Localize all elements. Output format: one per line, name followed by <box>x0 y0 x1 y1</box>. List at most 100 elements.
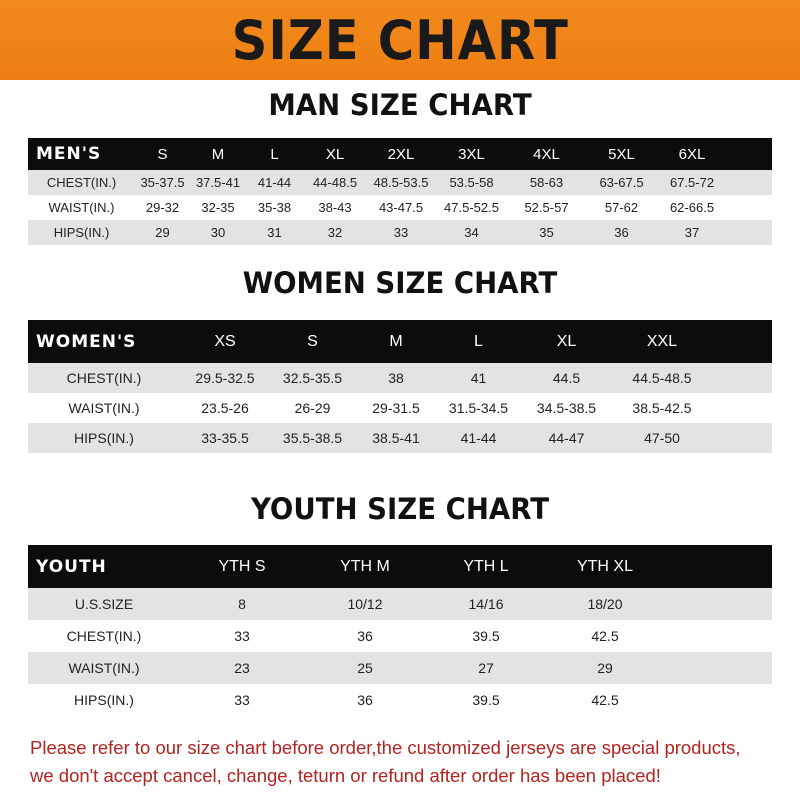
cell: YTH XL <box>576 557 633 575</box>
cell: 31.5-34.5 <box>448 400 509 416</box>
cell: M <box>389 332 403 350</box>
row-label: MEN'S <box>36 144 102 164</box>
cell: M <box>211 145 225 163</box>
cell: 53.5-58 <box>449 175 494 190</box>
cell: 35.5-38.5 <box>282 430 343 446</box>
cell: 38.5-41 <box>372 430 420 446</box>
cell: 57-62 <box>604 200 639 215</box>
row-label: HIPS(IN.) <box>74 430 134 446</box>
cell: 33-35.5 <box>201 430 249 446</box>
cell: YTH L <box>463 557 509 575</box>
cell: 63-67.5 <box>599 175 644 190</box>
cell: 48.5-53.5 <box>373 175 429 190</box>
cell: 23 <box>234 660 250 676</box>
cell: 29-31.5 <box>372 400 420 416</box>
cell: 39.5 <box>472 692 500 708</box>
women-size-table: WOMEN'S XS S M L XL XXL CHEST(IN.) 29.5-32.5 32.5… <box>28 320 772 453</box>
row-label: WAIST(IN.) <box>68 660 140 676</box>
header-row: YOUTH YTH S YTH M YTH L YTH XL <box>28 545 772 588</box>
cell: L <box>474 332 483 350</box>
cell: 38 <box>388 370 404 386</box>
cell: 62-66.5 <box>669 200 715 215</box>
table-row: WAIST(IN.) 23.5-26 26-29 29-31.5 31.5-34.5 34… <box>28 393 772 423</box>
cell: 32 <box>327 225 343 240</box>
header-row: MEN'S S M L XL 2XL 3XL 4XL 5XL 6XL <box>28 138 772 170</box>
cell: 41-44 <box>460 430 497 446</box>
cell: 38.5-42.5 <box>632 400 692 416</box>
cell: 35 <box>539 225 554 240</box>
cell: 44-47 <box>548 430 585 446</box>
cell: 30 <box>210 225 226 240</box>
cell: 44.5 <box>552 370 581 386</box>
cell: 31 <box>267 225 282 240</box>
table-row: WAIST(IN.) 29-32 32-35 35-38 38-43 43-47.5 47.… <box>28 195 772 220</box>
cell: 14/16 <box>468 596 504 612</box>
cell: 18/20 <box>587 596 623 612</box>
table-row: HIPS(IN.) 29 30 31 32 33 34 35 36 37 <box>28 220 772 245</box>
header-row: WOMEN'S XS S M L XL XXL <box>28 320 772 363</box>
cell: 34.5-38.5 <box>536 400 597 416</box>
cell: YTH S <box>218 557 266 575</box>
youth-title: YOUTH SIZE CHART <box>250 492 550 526</box>
cell: XL <box>556 332 577 350</box>
cell: 33 <box>234 692 250 708</box>
cell: 41 <box>470 370 487 386</box>
cell: 6XL <box>678 145 706 163</box>
cell: 36 <box>357 628 373 644</box>
cell: 37.5-41 <box>195 175 241 190</box>
cell: 3XL <box>458 145 485 163</box>
cell: 25 <box>357 660 373 676</box>
row-label: HIPS(IN.) <box>53 225 110 240</box>
men-size-table: MEN'S S M L XL 2XL 3XL 4XL 5XL 6XL CHEST(IN.) 35-37… <box>28 138 772 245</box>
cell: 29 <box>597 660 613 676</box>
cell: 35-38 <box>257 200 292 215</box>
cell: 32.5-35.5 <box>282 370 343 386</box>
cell: 41-44 <box>257 175 292 190</box>
table-row: CHEST(IN.) 29.5-32.5 32.5-35.5 38 41 44.5 44.5… <box>28 363 772 393</box>
men-title: MAN SIZE CHART <box>268 88 532 122</box>
cell: 2XL <box>387 145 415 163</box>
cell: 34 <box>464 225 479 240</box>
cell: 33 <box>393 225 409 240</box>
cell: YTH M <box>340 557 390 575</box>
cell: 37 <box>684 225 700 240</box>
cell: 58-63 <box>529 175 564 190</box>
row-label: CHEST(IN.) <box>66 628 142 644</box>
cell: S <box>307 332 318 350</box>
notice-line: we don't accept cancel, change, teturn o… <box>30 765 661 786</box>
cell: 43-47.5 <box>378 200 424 215</box>
row-label: WAIST(IN.) <box>68 400 140 416</box>
cell: XS <box>214 332 236 350</box>
row-label: CHEST(IN.) <box>66 370 142 386</box>
table-row: HIPS(IN.) 33 36 39.5 42.5 <box>28 684 772 716</box>
cell: 8 <box>238 596 246 612</box>
cell: 44-48.5 <box>312 175 358 190</box>
cell: 67.5-72 <box>669 175 715 190</box>
row-label: YOUTH <box>36 556 107 577</box>
cell: 44.5-48.5 <box>632 370 692 386</box>
row-label: CHEST(IN.) <box>46 175 117 190</box>
cell: S <box>157 145 168 163</box>
cell: 36 <box>357 692 373 708</box>
page-title: SIZE CHART <box>231 8 569 72</box>
table-row: WAIST(IN.) 23 25 27 29 <box>28 652 772 684</box>
cell: 5XL <box>608 145 635 163</box>
cell: 27 <box>478 660 494 676</box>
cell: 33 <box>234 628 250 644</box>
cell: 26-29 <box>294 400 331 416</box>
cell: 47-50 <box>644 430 680 446</box>
youth-size-table: YOUTH YTH S YTH M YTH L YTH XL U.S.SIZE 8 10/12… <box>28 545 772 716</box>
cell: L <box>270 145 279 163</box>
order-notice: Please refer to our size chart before or… <box>30 734 790 790</box>
cell: 29 <box>155 225 170 240</box>
notice-line: Please refer to our size chart before or… <box>30 737 741 758</box>
cell: 32-35 <box>201 200 235 215</box>
cell: 4XL <box>533 145 560 163</box>
cell: 52.5-57 <box>524 200 569 215</box>
cell: 39.5 <box>472 628 500 644</box>
row-label: WOMEN'S <box>36 331 137 352</box>
banner: SIZE CHART <box>0 0 800 80</box>
cell: XXL <box>646 332 678 350</box>
row-label: WAIST(IN.) <box>48 200 115 215</box>
cell: XL <box>325 145 345 163</box>
